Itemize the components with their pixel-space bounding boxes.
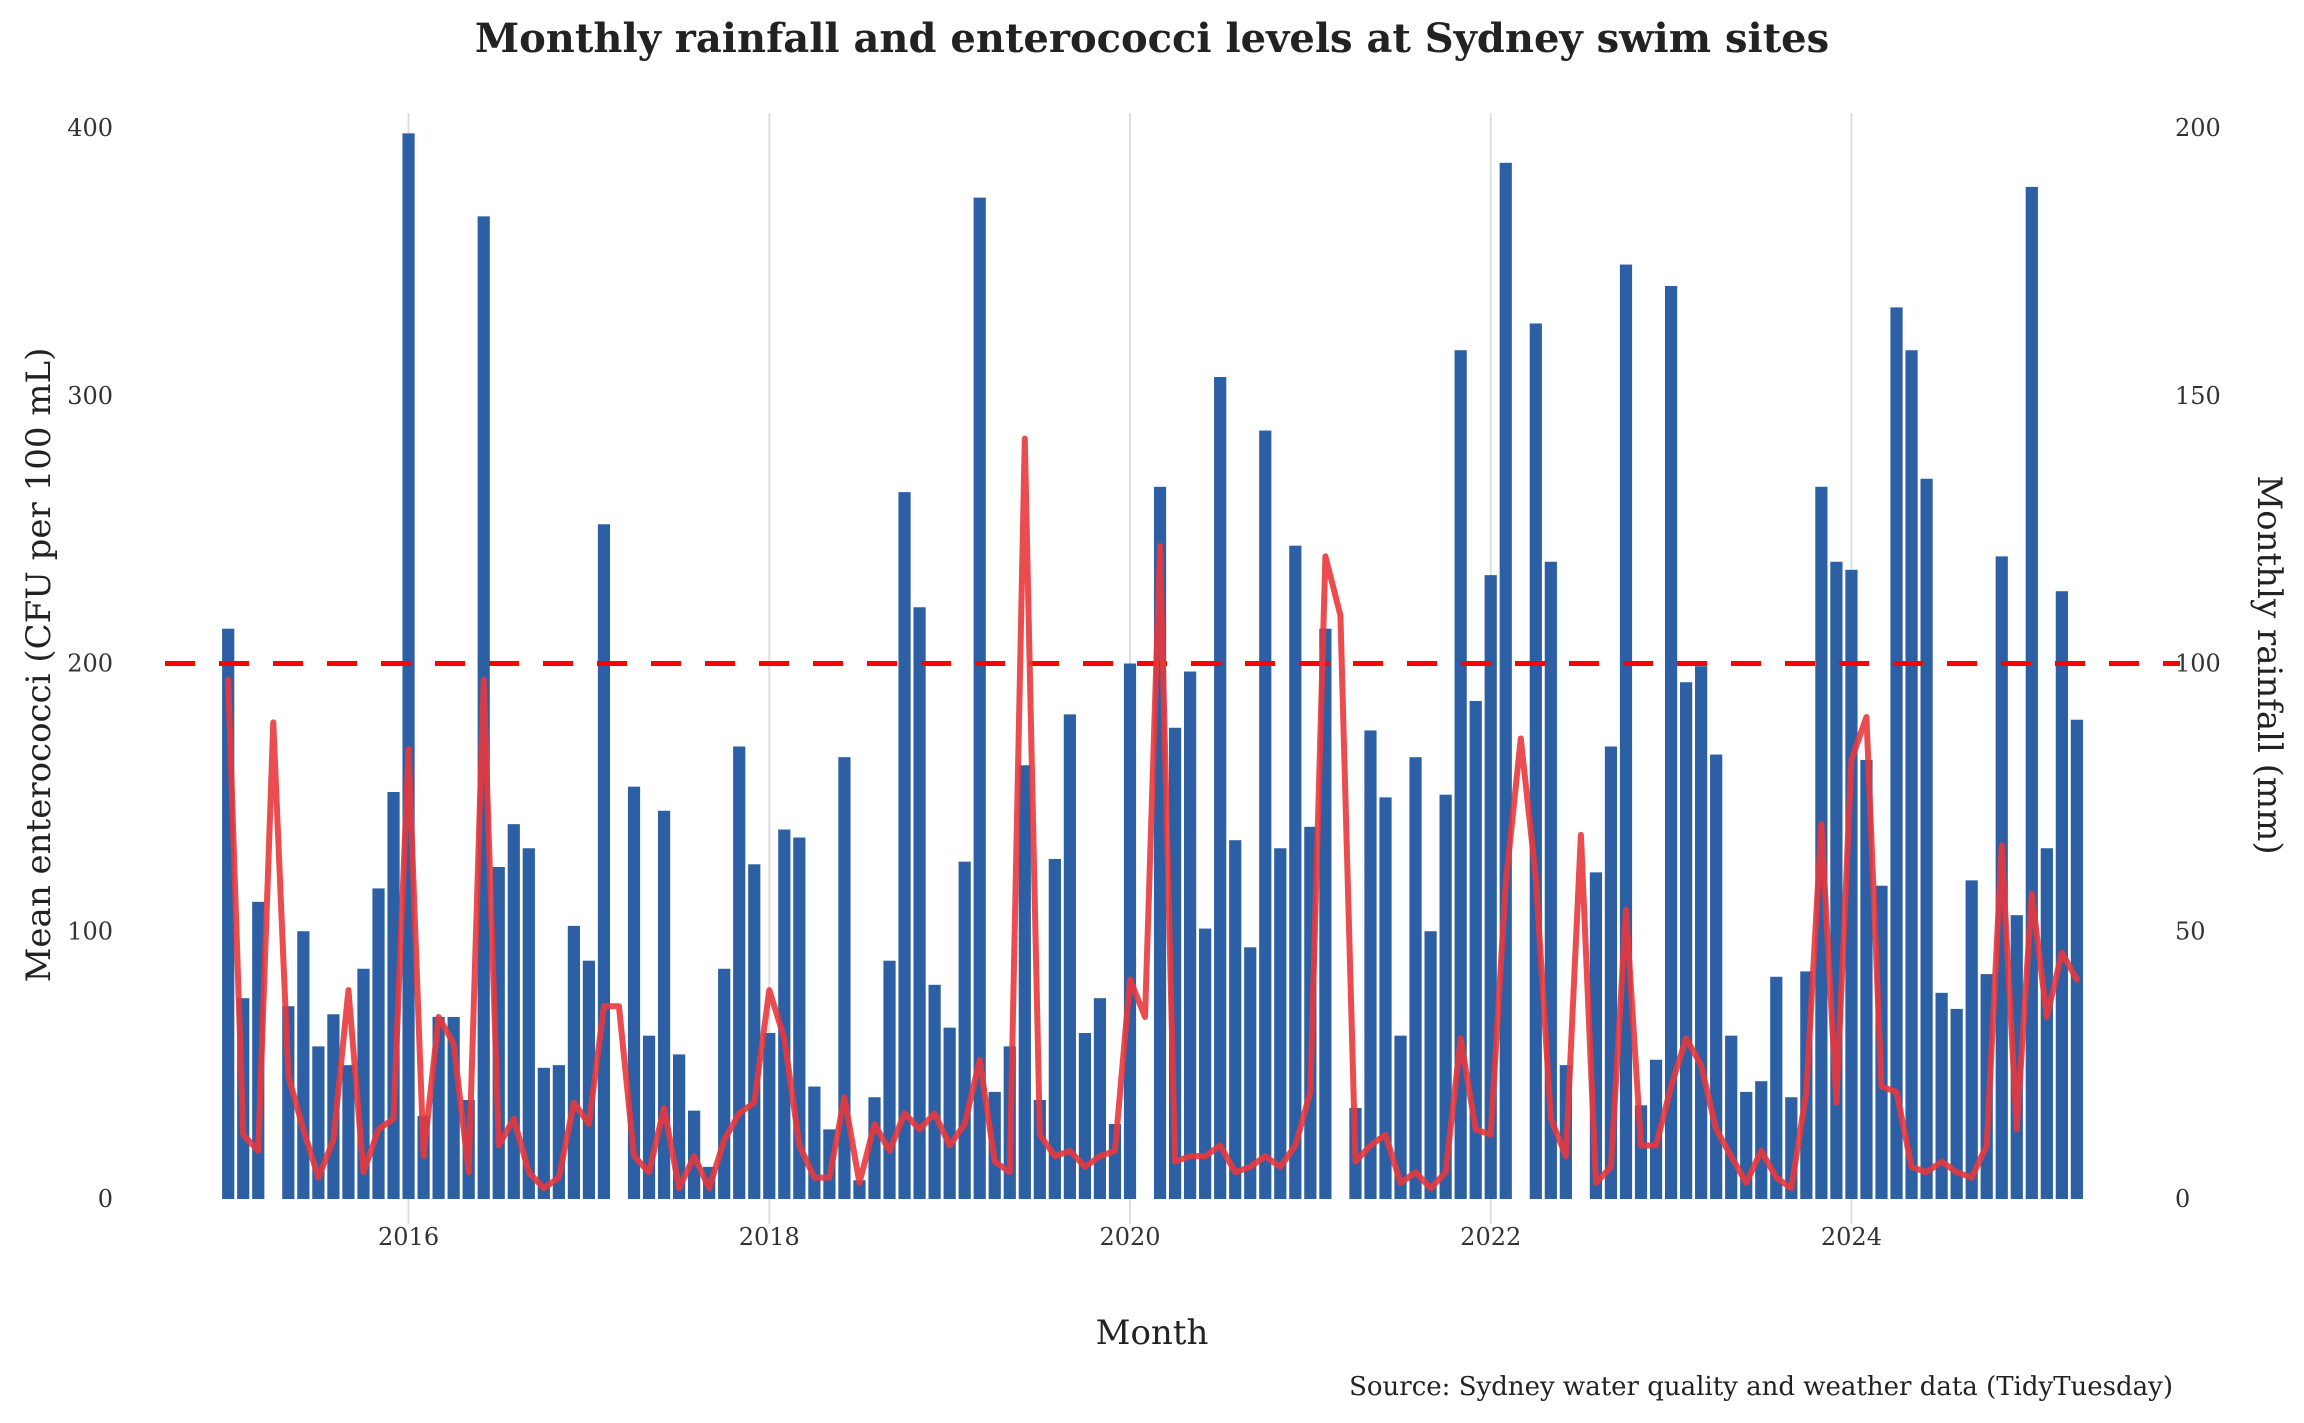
enterococci-bar: [928, 984, 941, 1199]
enterococci-bar: [1409, 757, 1422, 1199]
rainfall-line-layer: [225, 435, 2080, 1192]
enterococci-bar: [1364, 730, 1377, 1199]
y-axis-right-label: Monthly rainfall (mm): [2249, 475, 2289, 854]
enterococci-bar: [1259, 430, 1272, 1199]
y-right-tick-label: 200: [2175, 114, 2221, 142]
enterococci-bar: [1499, 162, 1512, 1199]
bars: [222, 133, 2083, 1200]
enterococci-bar: [507, 824, 520, 1199]
enterococci-bar: [733, 746, 746, 1199]
x-axis-label: Month: [1096, 1313, 1209, 1353]
enterococci-bar: [1123, 663, 1137, 1199]
enterococci-bar: [1063, 714, 1076, 1199]
enterococci-bar: [1439, 794, 1452, 1199]
enterococci-bar: [537, 1067, 550, 1199]
enterococci-bar: [522, 848, 535, 1199]
enterococci-bar: [1755, 1081, 1768, 1199]
enterococci-bar: [1770, 976, 1783, 1199]
enterococci-bar: [1093, 998, 1107, 1199]
x-axis-ticks: 2016 2018 2020 2022 2024: [378, 1223, 1882, 1251]
enterococci-bar: [1048, 858, 1061, 1199]
enterococci-bar: [778, 829, 791, 1199]
enterococci-bar: [1905, 350, 1918, 1200]
enterococci-bar: [657, 810, 671, 1199]
enterococci-bar: [1649, 1059, 1663, 1199]
enterococci-bar: [2070, 719, 2083, 1199]
enterococci-bar: [1920, 478, 1933, 1199]
y-left-tick-label: 400: [67, 114, 113, 142]
enterococci-bar: [973, 197, 986, 1200]
enterococci-bar: [943, 1027, 956, 1199]
enterococci-bar: [1695, 666, 1708, 1199]
enterococci-bar: [913, 607, 926, 1199]
enterococci-bar: [297, 931, 310, 1199]
source-caption: Source: Sydney water quality and weather…: [1349, 1372, 2173, 1402]
y-right-tick-label: 50: [2175, 917, 2206, 945]
enterococci-bar: [883, 960, 896, 1199]
rainfall-line: [225, 435, 2080, 1192]
enterococci-bar: [853, 1180, 866, 1199]
y-axis-left-ticks: 0 100 200 300 400: [67, 114, 113, 1213]
y-left-tick-label: 200: [67, 650, 113, 678]
enterococci-bar: [958, 861, 971, 1199]
enterococci-bar: [1229, 840, 1242, 1199]
enterococci-bar: [718, 968, 731, 1199]
enterococci-bar: [1710, 754, 1723, 1199]
y-left-tick-label: 100: [67, 917, 113, 945]
enterococci-bar: [1935, 992, 1948, 1199]
enterococci-bar: [1664, 285, 1678, 1200]
y-right-tick-label: 150: [2175, 382, 2221, 410]
enterococci-bar: [372, 888, 385, 1199]
enterococci-bar: [868, 1097, 881, 1199]
y-axis-left-label: Mean enterococci (CFU per 100 mL): [19, 348, 59, 983]
chart-title: Monthly rainfall and enterococci levels …: [475, 15, 1829, 62]
enterococci-bar: [1394, 1035, 1407, 1199]
x-tick-label: 2018: [739, 1223, 800, 1251]
enterococci-bar: [1950, 1008, 1963, 1199]
x-tick-label: 2024: [1821, 1223, 1882, 1251]
enterococci-bar: [1890, 307, 1903, 1199]
enterococci-bar: [1289, 545, 1302, 1199]
enterococci-bar: [567, 925, 580, 1199]
enterococci-bar: [1078, 1032, 1092, 1199]
y-left-tick-label: 300: [67, 382, 113, 410]
x-tick-label: 2022: [1460, 1223, 1521, 1251]
enterococci-bar: [1529, 323, 1542, 1200]
y-right-tick-label: 0: [2175, 1185, 2190, 1213]
enterococci-bar: [1424, 931, 1437, 1199]
enterococci-bar: [1845, 569, 1858, 1199]
enterococci-bar: [1619, 264, 1633, 1199]
enterococci-bar: [1244, 947, 1257, 1199]
enterococci-bar: [402, 133, 415, 1200]
y-right-tick-label: 100: [2175, 650, 2221, 678]
enterococci-bar: [2055, 591, 2068, 1199]
x-tick-label: 2016: [378, 1223, 439, 1251]
enterococci-bar: [1454, 350, 1467, 1200]
x-tick-label: 2020: [1099, 1223, 1160, 1251]
enterococci-bar: [1274, 848, 1287, 1199]
enterococci-bar: [748, 864, 761, 1199]
enterococci-bar: [2040, 848, 2053, 1199]
enterococci-bar: [1860, 759, 1873, 1199]
enterococci-bar: [597, 524, 611, 1199]
enterococci-bar: [838, 757, 851, 1199]
enterococci-bar: [2025, 186, 2038, 1199]
enterococci-bar: [898, 492, 911, 1199]
enterococci-bar: [1184, 671, 1197, 1199]
enterococci-bar: [1965, 880, 1978, 1199]
y-left-tick-label: 0: [98, 1185, 113, 1213]
enterococci-bar: [582, 960, 596, 1199]
enterococci-bar: [1680, 682, 1693, 1199]
enterococci-bar: [342, 1065, 355, 1200]
enterococci-bar: [1214, 377, 1227, 1199]
enterococci-bar: [763, 1032, 776, 1199]
y-axis-right-ticks: 0 50 100 150 200: [2175, 114, 2221, 1213]
enterococci-bar: [1725, 1035, 1738, 1199]
enterococci-bar: [808, 1086, 821, 1199]
enterococci-bar: [1379, 797, 1392, 1200]
enterococci-bar: [1018, 765, 1031, 1199]
enterococci-bar: [1199, 928, 1212, 1199]
enterococci-bar: [1469, 700, 1482, 1199]
